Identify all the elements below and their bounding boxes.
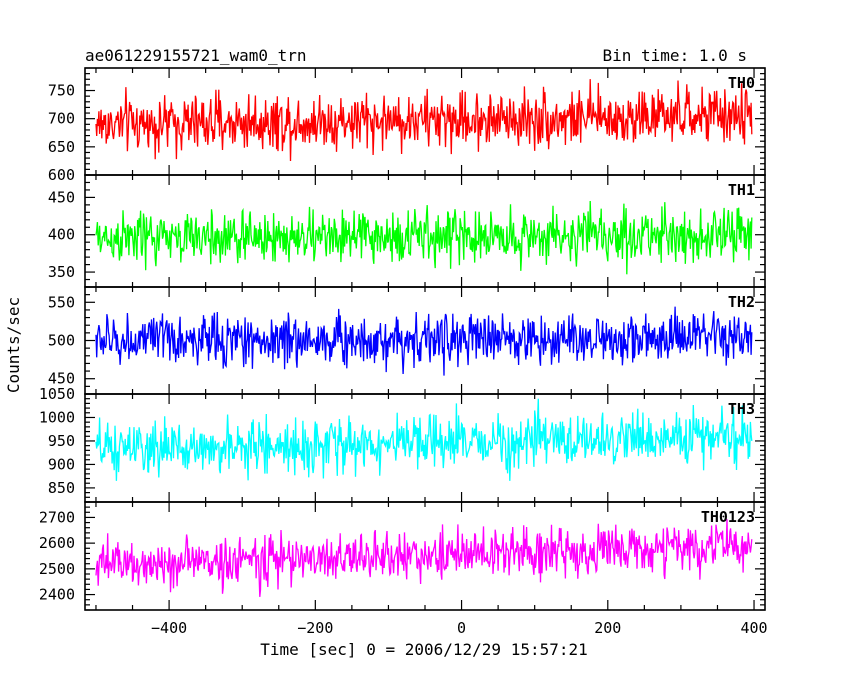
y-tick-label: 400 [48,226,75,244]
y-tick-label: 350 [48,263,75,281]
series-line-th3 [95,398,753,481]
series-line-th1 [95,200,753,275]
x-tick-label: 0 [457,619,466,637]
series-line-th0 [95,79,753,162]
x-axis: −400 −200 0 200 400 [151,619,768,637]
panel-th1: 350 400 450 TH1 [48,174,766,288]
y-tick-label: 950 [48,432,75,450]
y-tick-label: 2700 [39,508,75,526]
y-tick-label: 2500 [39,560,75,578]
panel-th2: 450 500 550 TH2 [48,286,766,395]
series-name-label: TH2 [728,293,755,311]
series-name-label: TH1 [728,181,755,199]
y-tick-label: 650 [48,138,75,156]
series-line-th2 [95,306,753,376]
figure-title: ae061229155721_wam0_trn [85,46,307,65]
y-tick-label: 750 [48,82,75,100]
y-tick-label: 550 [48,293,75,311]
y-tick-label: 2400 [39,586,75,604]
series-line-th0123 [95,519,753,597]
panel-th0: 600 650 700 750 TH0 [48,67,766,184]
y-tick-label: 500 [48,332,75,350]
series-name-label: TH3 [728,400,755,418]
x-tick-label: −400 [151,619,187,637]
y-tick-label: 900 [48,455,75,473]
y-axis-title: Counts/sec [4,297,23,393]
y-tick-label: 1000 [39,408,75,426]
x-tick-label: 200 [594,619,621,637]
bin-time-label: Bin time: 1.0 s [603,46,748,65]
x-tick-label: −200 [297,619,333,637]
y-tick-label: 850 [48,479,75,497]
y-tick-label: 1050 [39,385,75,403]
x-tick-label: 400 [740,619,767,637]
panel-th0123: 2400 2500 2600 2700 TH0123 [39,501,766,611]
y-tick-label: 450 [48,188,75,206]
y-tick-label: 450 [48,370,75,388]
panels-group: 600 650 700 750 TH0 350 400 450 TH1 450 500 550 TH2 8… [39,67,766,611]
series-name-label: TH0123 [701,508,755,526]
y-tick-label: 700 [48,110,75,128]
y-tick-label: 2600 [39,534,75,552]
x-axis-title: Time [sec] 0 = 2006/12/29 15:57:21 [260,640,588,659]
panel-th3: 850 900 950 1000 1050 TH3 [39,385,766,503]
y-tick-label: 600 [48,166,75,184]
series-name-label: TH0 [728,74,755,92]
